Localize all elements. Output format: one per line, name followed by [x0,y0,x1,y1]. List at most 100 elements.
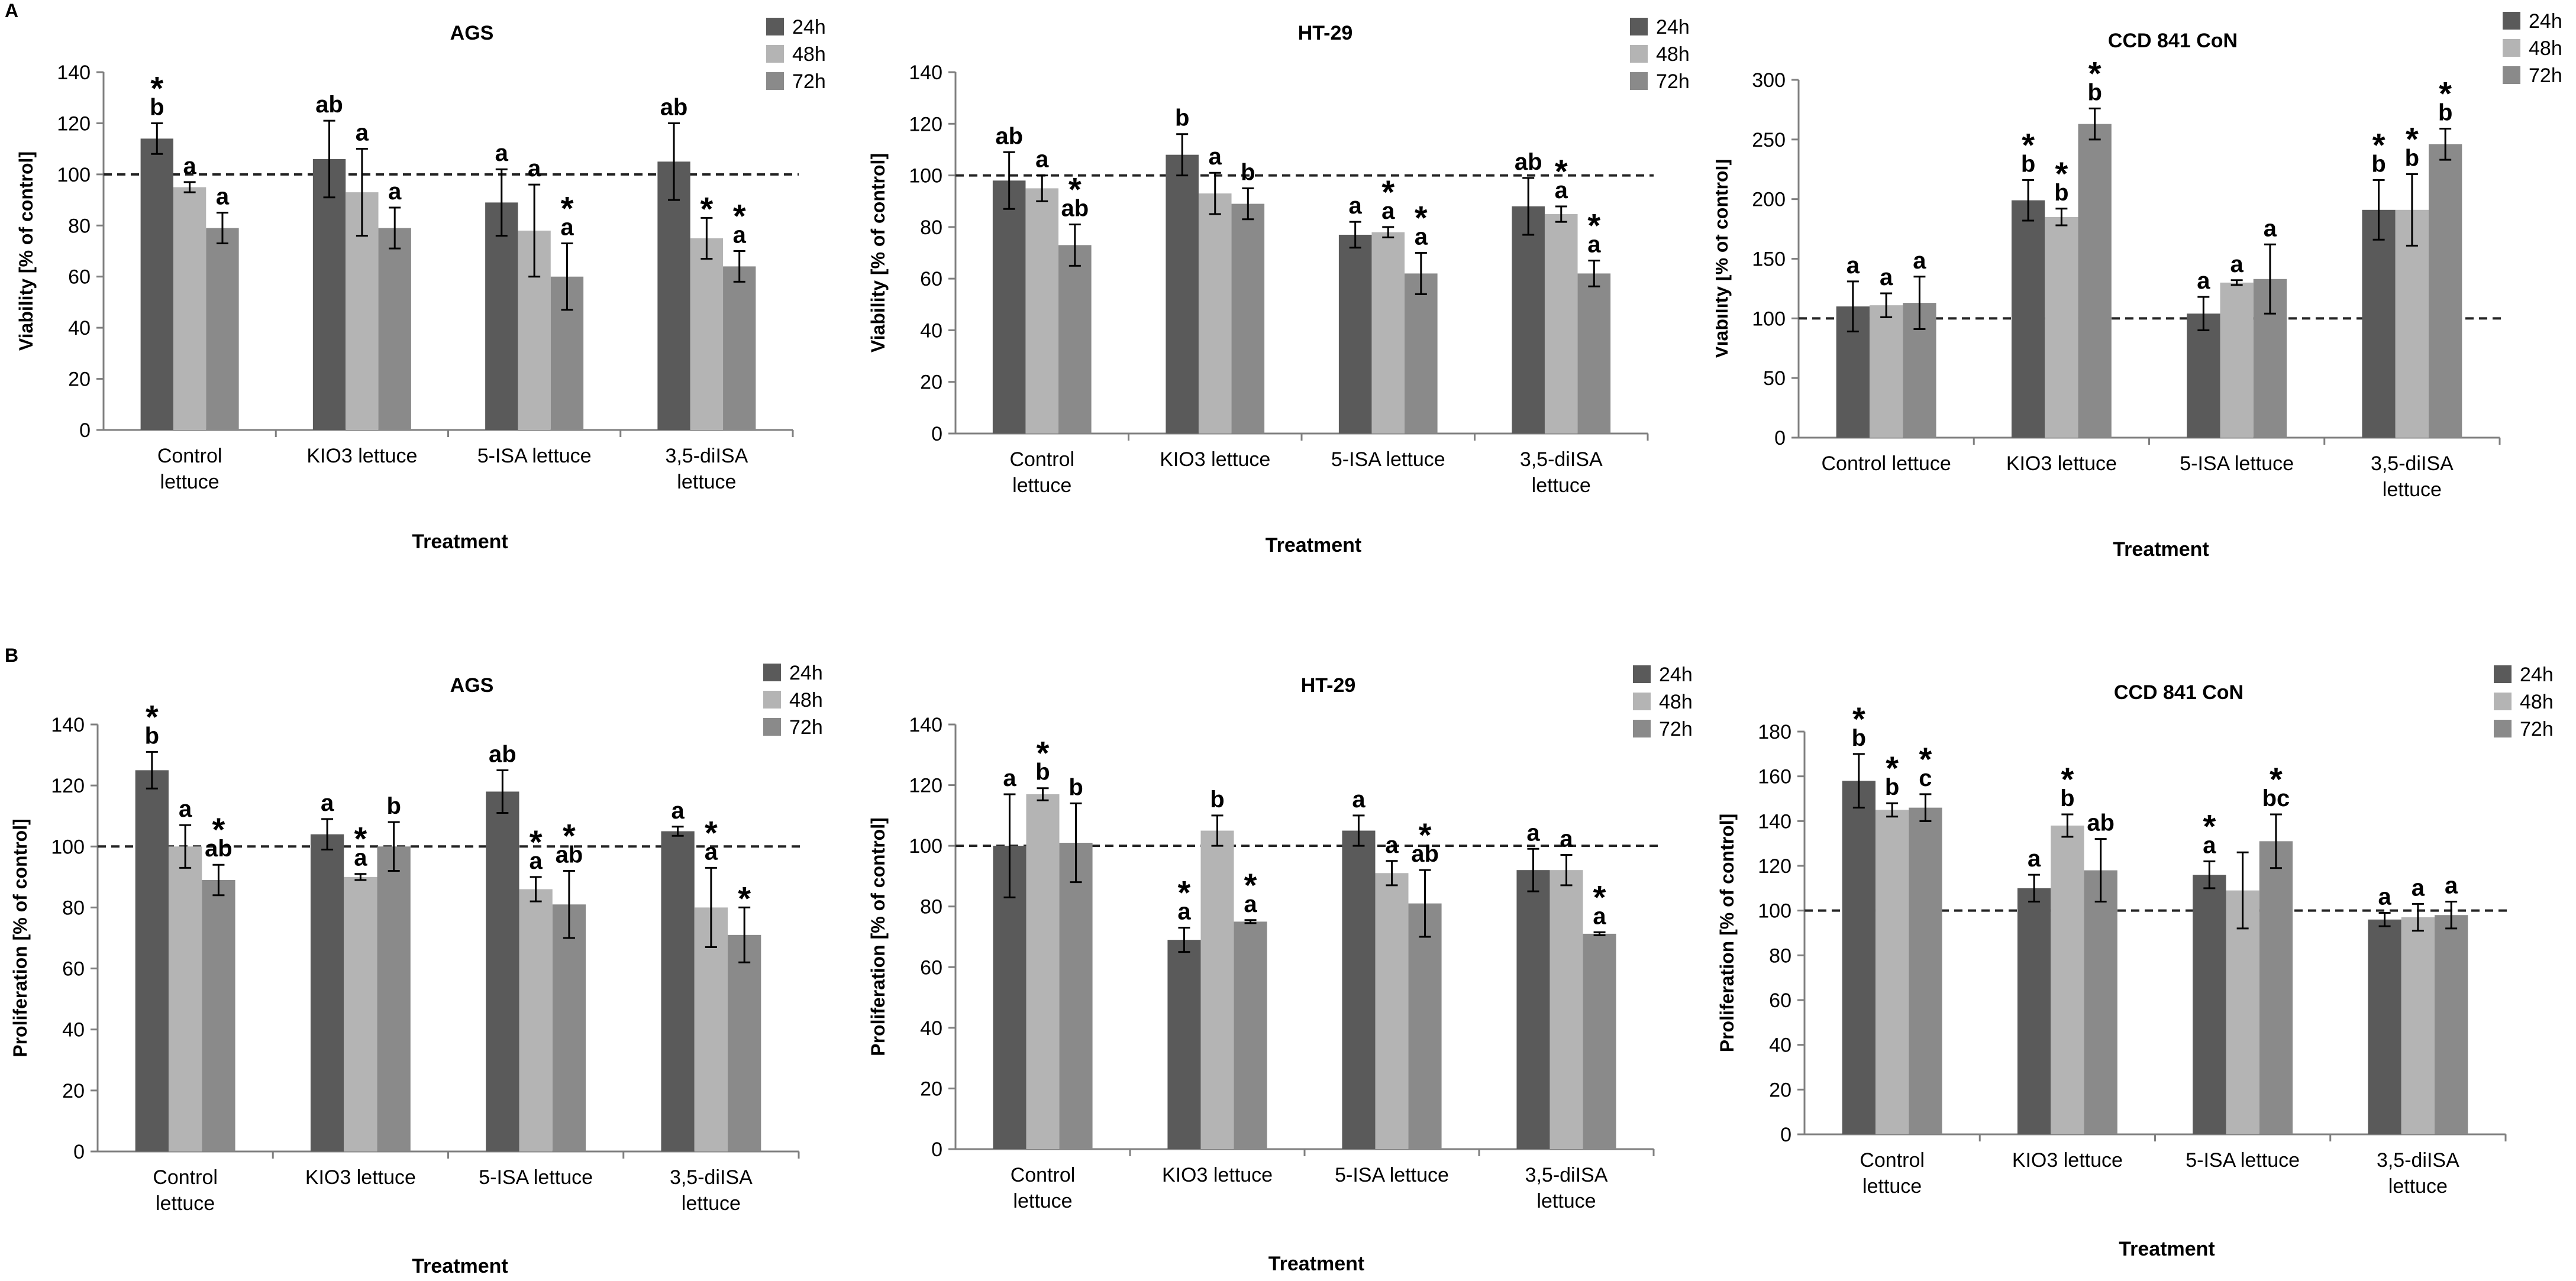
x-tick-label: 3,5-diISA [2371,452,2454,475]
bar-72h [1234,921,1267,1149]
legend-label: 24h [1659,664,1693,686]
legend-label: 72h [1656,70,1690,93]
significance-letter: a [560,215,574,241]
bar-48h [690,238,724,430]
significance-letter: b [150,94,164,120]
bar-24h [135,770,169,1151]
bar-48h [1375,873,1409,1149]
chart-title: AGS [450,674,494,697]
bar-24h [2368,919,2401,1134]
x-tick-label: lettuce [160,471,219,493]
y-tick-label: 0 [1774,427,1786,449]
chart-a-ht29: HT-29 0 20 40 60 80 100 120 140 Viability [% of c… [867,16,1690,557]
chart-title: HT-29 [1301,674,1356,697]
significance-letter: a [495,140,509,166]
chart-b-ccd841con: CCD 841 CoN 0 20 40 60 80 100 120 140 160 180 Proli… [1716,664,2554,1260]
significance-letter: b [145,723,159,749]
bar-72h [1058,245,1092,434]
bar-48h [173,187,206,430]
y-tick-label: 80 [920,896,942,918]
bar-72h [206,228,239,430]
bar-24h [657,161,690,430]
significance-letter: c [1919,765,1932,791]
y-tick-label: 40 [62,1019,85,1041]
legend-swatch [1633,693,1651,710]
legend-label: 72h [2520,718,2554,740]
x-tick-label: Control [153,1166,218,1189]
significance-letter: a [216,184,230,210]
significance-letter: a [2445,873,2458,899]
significance-letter: b [1175,105,1189,131]
legend-label: 48h [1659,691,1693,713]
x-tick-label: lettuce [2383,478,2442,501]
x-tick-label: 3,5-diISA [1520,448,1603,471]
bar-48h [519,889,553,1151]
y-tick-label: 120 [909,775,942,797]
bar-24h [2011,200,2045,438]
significance-letter: a [671,798,685,824]
significance-letter: a [1385,832,1399,858]
significance-letter: a [388,179,402,205]
significance-letter: a [1526,820,1540,846]
significance-letter: b [2371,151,2385,177]
bar-72h [1408,903,1442,1149]
y-tick-label: 250 [1752,129,1786,151]
significance-letter: a [1352,787,1366,813]
bar-24h [485,202,518,430]
significance-letter: a [321,790,334,816]
significance-letter: a [356,120,369,146]
significance-letter: a [705,839,718,865]
significance-star: * [1415,199,1428,237]
significance-star: * [354,820,367,858]
panel-label-b: B [5,645,19,666]
significance-letter: b [1069,774,1083,800]
y-tick-label: 100 [1758,900,1791,923]
significance-letter: a [1349,193,1363,219]
significance-star: * [530,823,543,861]
bar-48h [1869,305,1903,438]
legend-swatch [1630,72,1648,90]
x-tick-label: lettuce [1012,474,1071,497]
x-tick-label: 5-ISA lettuce [1331,448,1445,471]
legend-swatch [1633,665,1651,683]
significance-star: * [2022,126,2035,163]
significance-letter: a [1913,248,1926,274]
x-axis-label: Treatment [412,530,508,553]
bar-48h [2395,209,2429,438]
significance-letter: ab [1515,149,1542,175]
significance-star: * [146,698,159,735]
y-tick-label: 60 [1769,989,1791,1012]
significance-letter: a [1244,891,1257,917]
legend-swatch [1633,720,1651,737]
y-tick-label: 50 [1763,367,1786,390]
x-tick-label: 5-ISA lettuce [1335,1164,1449,1186]
significance-letter: b [2087,79,2102,105]
bar-72h [723,266,756,430]
legend-label: 72h [792,70,826,93]
bar-72h [1909,807,1942,1134]
legend-label: 24h [1656,16,1690,38]
y-tick-label: 0 [931,423,942,445]
y-tick-label: 140 [909,714,942,736]
x-tick-label: 3,5-diISA [2377,1149,2459,1172]
legend-swatch [2503,39,2520,57]
significance-star: * [2372,126,2385,163]
significance-letter: a [2412,875,2425,901]
x-tick-label: lettuce [1536,1190,1596,1212]
y-tick-label: 80 [1769,944,1791,967]
significance-letter: ab [489,741,517,767]
y-tick-label: 20 [920,1078,942,1100]
bar-24h [1167,940,1201,1149]
legend-label: 24h [789,662,823,684]
legend-label: 48h [2529,37,2562,60]
significance-letter: b [2438,100,2452,126]
legend-label: 72h [2529,64,2562,87]
bar-48h [1550,870,1583,1149]
bar-48h [2220,282,2254,438]
significance-star: * [1381,173,1394,211]
significance-letter: a [1555,177,1568,203]
bar-72h [202,880,235,1151]
significance-letter: b [1035,759,1050,785]
significance-letter: b [2054,180,2068,206]
significance-letter: a [179,796,192,822]
